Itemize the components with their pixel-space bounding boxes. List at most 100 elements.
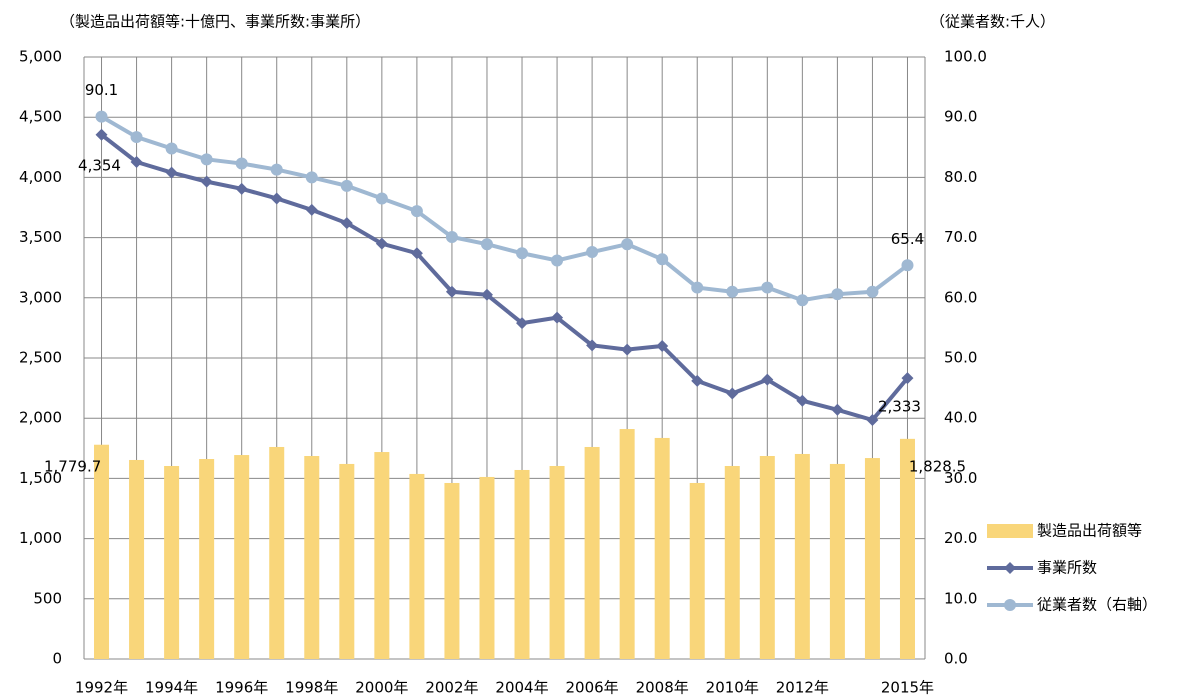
data-label: 4,354	[78, 156, 121, 174]
x-tick-label: 2004年	[495, 679, 548, 697]
marker	[796, 294, 809, 307]
marker	[95, 110, 108, 123]
marker	[831, 403, 844, 416]
bar	[794, 453, 810, 659]
marker	[95, 128, 108, 141]
marker	[866, 285, 879, 298]
marker	[586, 339, 599, 352]
y-tick-label: 4,500	[19, 108, 62, 126]
legend-marker	[1004, 562, 1016, 574]
y2-tick-label: 90.0	[944, 108, 977, 126]
legend-label: 事業所数	[1037, 559, 1097, 577]
marker	[235, 182, 248, 195]
marker	[726, 285, 739, 298]
data-label: 1,828.5	[909, 458, 966, 476]
x-tick-label: 1994年	[145, 679, 198, 697]
left-axis-unit: （製造品出荷額等:十億円、事業所数:事業所）	[60, 13, 370, 31]
legend-marker	[1004, 599, 1016, 611]
marker	[410, 247, 423, 260]
marker	[901, 259, 914, 272]
marker	[165, 166, 178, 179]
marker	[340, 179, 353, 192]
y-tick-label: 500	[33, 589, 62, 607]
bar	[654, 437, 670, 659]
y2-tick-label: 70.0	[944, 228, 977, 246]
bar	[549, 465, 565, 659]
marker	[621, 238, 634, 251]
y2-tick-label: 30.0	[944, 469, 977, 487]
bar	[584, 446, 600, 659]
marker	[551, 254, 564, 267]
marker	[726, 387, 739, 400]
bar	[899, 438, 915, 659]
x-tick-label: 1996年	[215, 679, 268, 697]
marker	[445, 285, 458, 298]
bar	[829, 463, 845, 659]
marker	[165, 142, 178, 155]
marker	[621, 343, 634, 356]
y-tick-label: 2,000	[19, 409, 62, 427]
marker	[305, 171, 318, 184]
right-axis-unit: （従業者数:千人）	[930, 13, 1055, 31]
legend-swatch	[987, 524, 1033, 538]
y2-tick-label: 60.0	[944, 288, 977, 306]
marker	[586, 246, 599, 259]
marker	[445, 230, 458, 243]
line	[100, 114, 909, 303]
bar	[724, 465, 740, 659]
marker	[761, 281, 774, 294]
x-tick-label: 2015年	[881, 679, 934, 697]
marker	[516, 317, 529, 330]
data-label: 1,779.7	[44, 458, 101, 476]
marker	[130, 131, 143, 144]
marker	[796, 394, 809, 407]
marker	[235, 157, 248, 170]
data-label: 90.1	[85, 81, 118, 99]
marker	[691, 281, 704, 294]
line	[100, 133, 910, 423]
y2-tick-label: 0.0	[944, 650, 968, 668]
bar	[864, 458, 880, 659]
bar	[164, 465, 180, 659]
marker	[130, 155, 143, 168]
bar	[234, 455, 250, 659]
marker	[656, 253, 669, 266]
x-tick-label: 1998年	[285, 679, 338, 697]
marker	[375, 192, 388, 205]
marker	[270, 192, 283, 205]
x-tick-label: 2010年	[706, 679, 759, 697]
bar	[409, 473, 425, 659]
marker	[270, 163, 283, 176]
marker	[831, 288, 844, 301]
bar	[759, 456, 775, 659]
bar	[479, 476, 495, 659]
y2-tick-label: 50.0	[944, 349, 977, 367]
marker	[480, 238, 493, 251]
bar	[339, 463, 355, 659]
marker	[375, 237, 388, 250]
marker	[200, 175, 213, 188]
x-tick-label: 2000年	[355, 679, 408, 697]
bar	[514, 469, 530, 659]
y2-tick-label: 40.0	[944, 409, 977, 427]
bar	[689, 482, 705, 659]
bar	[304, 456, 320, 659]
marker	[761, 373, 774, 386]
x-tick-label: 2006年	[566, 679, 619, 697]
x-tick-label: 2002年	[425, 679, 478, 697]
data-label: 65.4	[891, 230, 924, 248]
legend-label: 製造品出荷額等	[1037, 522, 1142, 540]
marker	[516, 247, 529, 260]
data-label: 2,333	[878, 398, 921, 416]
x-tick-label: 1992年	[75, 679, 128, 697]
y2-tick-label: 80.0	[944, 168, 977, 186]
y2-tick-label: 10.0	[944, 589, 977, 607]
bar	[199, 459, 215, 659]
y-tick-label: 3,000	[19, 288, 62, 306]
marker	[340, 217, 353, 230]
marker	[305, 203, 318, 216]
y-tick-label: 1,000	[19, 529, 62, 547]
marker	[866, 414, 879, 427]
bar	[619, 429, 635, 659]
